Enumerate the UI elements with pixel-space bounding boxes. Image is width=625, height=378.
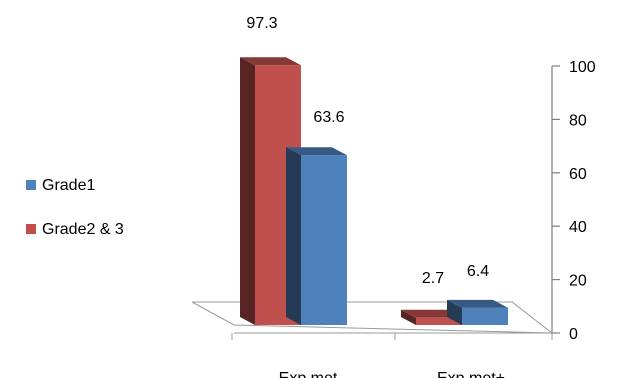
legend: Grade1 Grade2 & 3	[26, 177, 124, 238]
bar-top	[447, 299, 508, 308]
bar-top	[286, 147, 347, 156]
bar-top	[401, 309, 462, 318]
bar-side	[447, 299, 462, 325]
bar-side	[286, 147, 301, 325]
y-tick-label: 40	[569, 219, 587, 236]
bar-side	[240, 57, 255, 326]
legend-swatch	[26, 224, 36, 234]
bar-top	[240, 57, 301, 66]
y-axis: 0 20 40 60 80 100	[551, 59, 596, 343]
x-tick-label: Exp.met+	[437, 370, 505, 378]
y-tick-label: 100	[569, 59, 596, 76]
legend-label: Grade2 & 3	[42, 221, 124, 238]
bar	[416, 317, 462, 325]
bar	[301, 155, 347, 325]
legend-swatch	[26, 180, 36, 190]
y-tick-label: 80	[569, 112, 587, 129]
x-axis: Exp.met Exp.met+	[231, 332, 553, 378]
data-label: 63.6	[313, 109, 344, 126]
floor-plane	[191, 301, 554, 334]
data-labels: 97.3 63.6 2.7 6.4	[246, 15, 489, 287]
data-label: 6.4	[467, 263, 489, 280]
bar-side	[401, 309, 416, 325]
data-label: 2.7	[422, 270, 444, 287]
legend-label: Grade1	[42, 177, 95, 194]
data-label: 97.3	[246, 15, 277, 32]
bar	[462, 307, 508, 325]
x-tick-label: Exp.met	[279, 370, 338, 378]
y-tick-label: 20	[569, 273, 587, 290]
bars	[240, 57, 508, 326]
y-tick-label: 0	[569, 326, 578, 343]
floor-outline	[191, 301, 554, 334]
y-tick-label: 60	[569, 166, 587, 183]
